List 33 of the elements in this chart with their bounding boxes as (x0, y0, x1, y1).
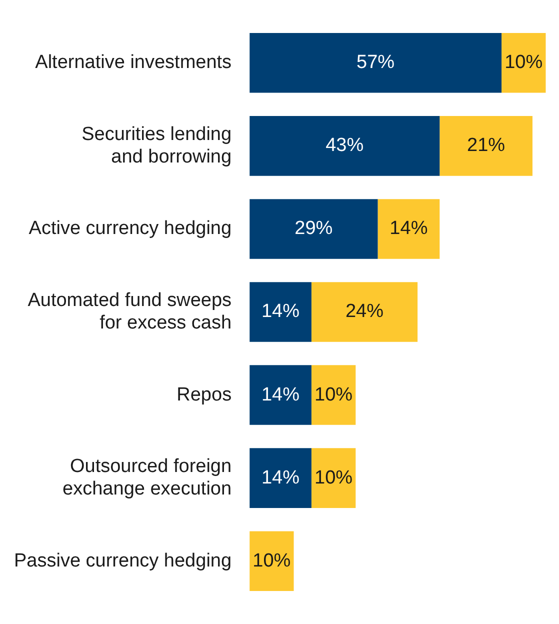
bar (250, 448, 312, 508)
bar (311, 448, 356, 508)
data-label: 14% (261, 467, 300, 488)
bar (440, 116, 532, 176)
bar (378, 199, 440, 259)
bar (250, 531, 294, 591)
y-tick-label: Repos (176, 384, 232, 406)
bar (250, 116, 440, 176)
y-tick-label: Passive currency hedging (14, 550, 232, 572)
data-label: 29% (294, 218, 333, 240)
y-tick-label: Alternative investments (35, 52, 232, 74)
data-label: 10% (314, 467, 353, 488)
y-tick-label: Outsourced foreign exchange execution (62, 456, 232, 500)
y-tick-label: Securities lending and borrowing (82, 124, 232, 168)
data-label: 10% (504, 52, 543, 74)
data-label: 10% (314, 384, 353, 406)
data-label: 43% (326, 135, 364, 156)
y-tick-label: Active currency hedging (28, 218, 232, 240)
bar (250, 199, 378, 259)
data-label: 24% (345, 301, 384, 322)
bar (311, 282, 418, 342)
data-label: 14% (261, 301, 300, 322)
bar (250, 365, 312, 425)
bar (250, 282, 312, 342)
bar (311, 365, 356, 425)
data-label: 10% (252, 550, 291, 572)
data-label: 14% (390, 218, 428, 240)
data-label: 14% (261, 384, 300, 406)
data-label: 21% (467, 135, 506, 156)
data-label: 57% (356, 52, 395, 74)
y-tick-label: Automated fund sweeps for excess cash (28, 290, 232, 334)
bar (502, 33, 546, 93)
bar (250, 33, 502, 93)
